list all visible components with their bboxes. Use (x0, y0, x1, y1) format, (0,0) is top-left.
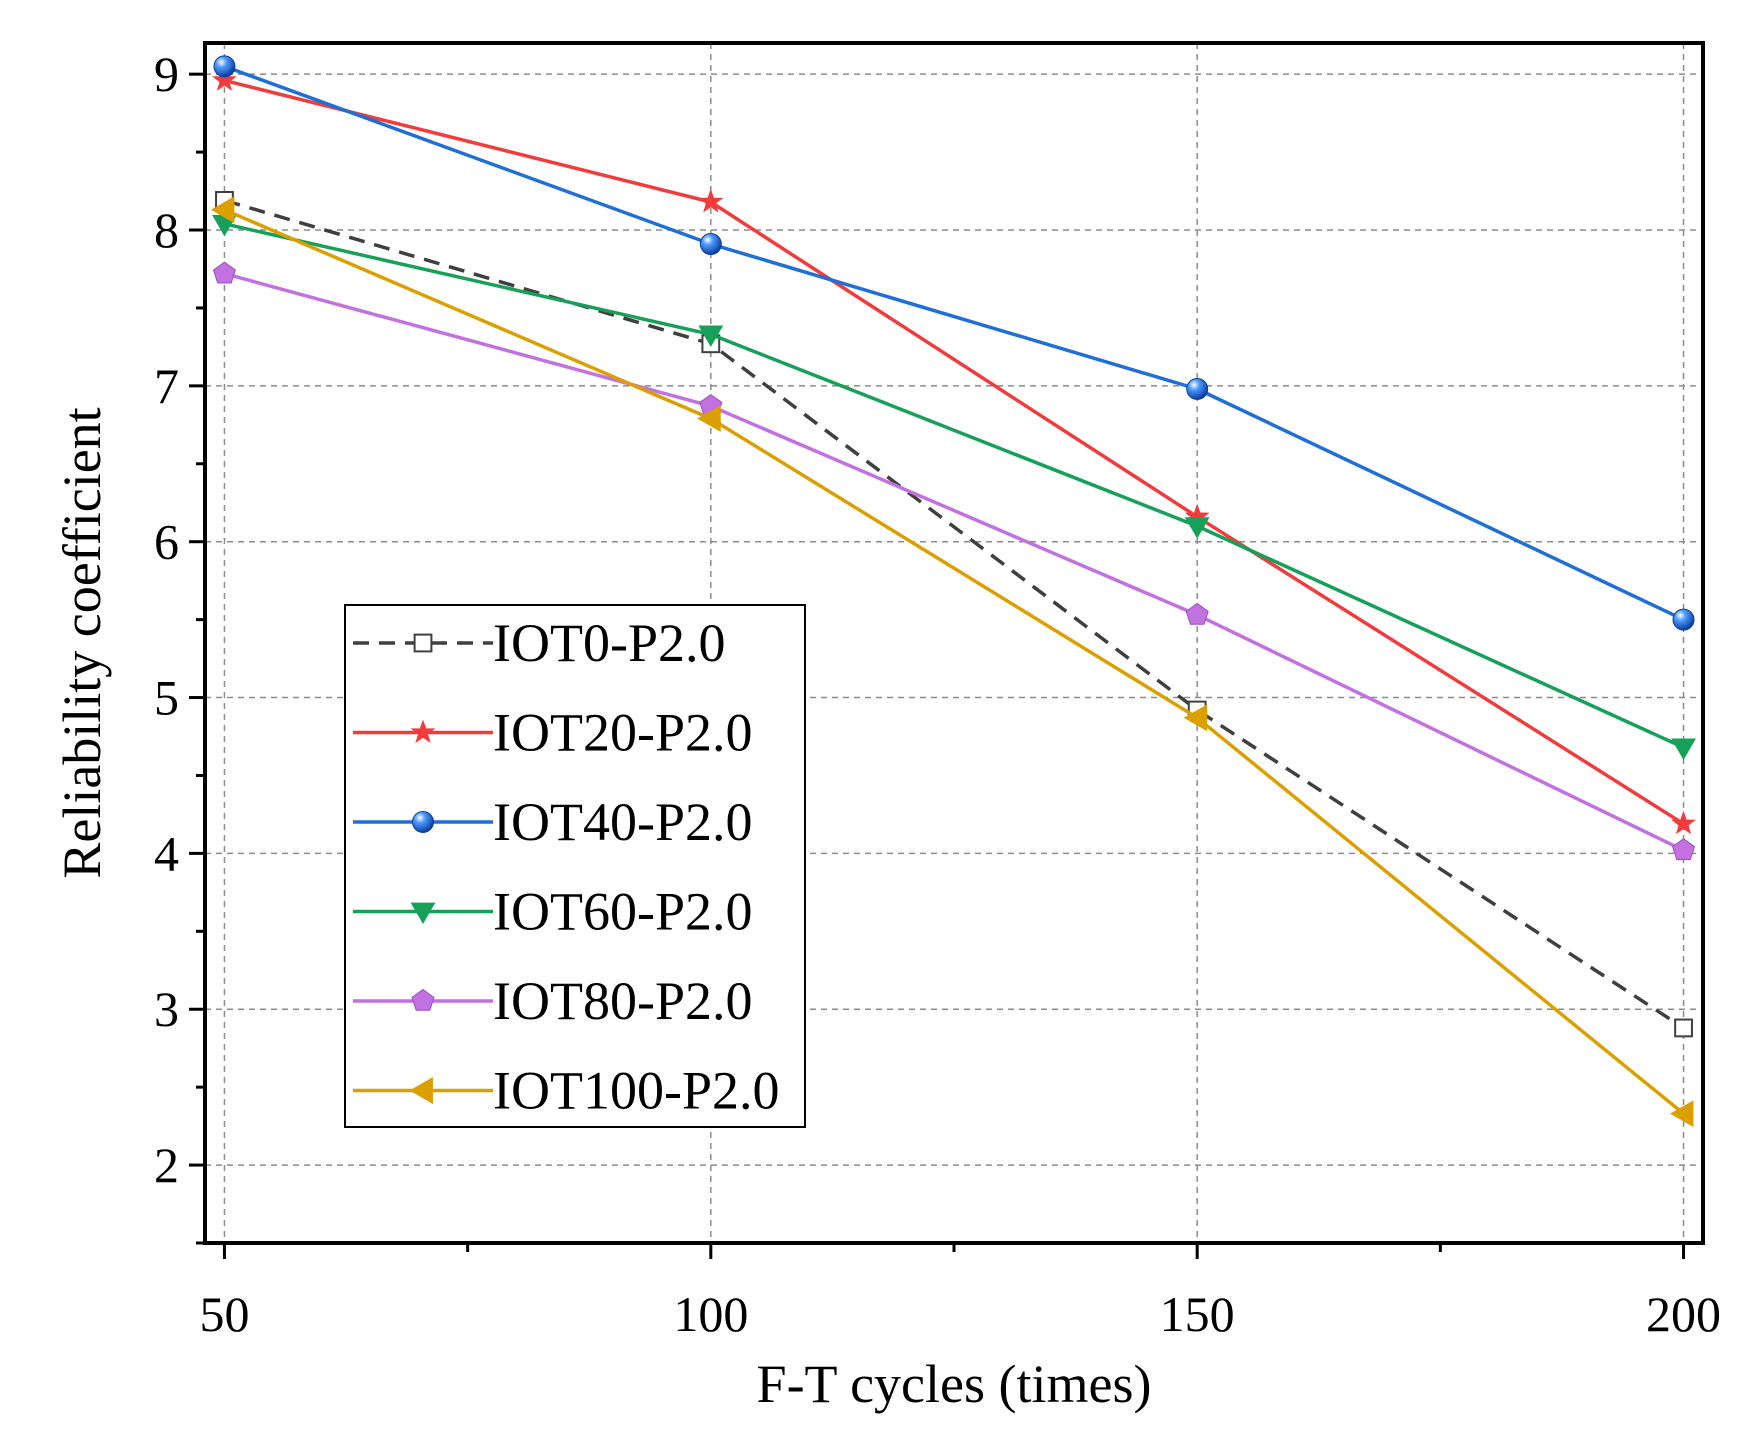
data-point (1674, 1018, 1693, 1038)
data-point (1669, 1100, 1694, 1128)
legend-entry: IOT80-P2.0 (353, 971, 752, 1031)
x-tick-label: 100 (673, 1286, 748, 1342)
legend-marker (412, 811, 434, 833)
legend: IOT0-P2.0 IOT20-P2.0 IOT40-P2.0 IOT60-P2.0 I… (344, 604, 806, 1128)
series-line (223, 64, 1685, 622)
legend-marker (410, 719, 436, 743)
axes: 2 3 4 5 6 7 8 9 50 100 150 200 (154, 46, 1721, 1342)
legend-entry: IOT40-P2.0 (353, 792, 752, 852)
data-point (697, 405, 721, 433)
data-point (1184, 517, 1210, 539)
series-IOT40-P2.0 (213, 55, 1695, 631)
series-IOT20-P2.0 (212, 67, 1696, 835)
series-IOT100-P2.0 (210, 196, 1694, 1128)
x-tick-label: 50 (199, 1286, 249, 1342)
data-point (1183, 704, 1208, 732)
y-tick-label: 3 (154, 981, 179, 1037)
legend-marker (413, 633, 433, 653)
y-tick-label: 5 (154, 670, 179, 726)
data-point (1185, 602, 1209, 625)
legend-label: IOT40-P2.0 (493, 792, 752, 852)
legend-entry: IOT100-P2.0 (353, 1061, 779, 1121)
y-tick-label: 4 (154, 825, 179, 881)
legend-entry: IOT20-P2.0 (353, 703, 752, 763)
data-point (1671, 810, 1696, 835)
series-IOT60-P2.0 (212, 214, 1696, 760)
y-tick-label: 8 (154, 202, 179, 258)
series-line (224, 271, 1685, 852)
series-line (224, 78, 1685, 826)
legend-marker (409, 1077, 433, 1104)
x-axis-label: F-T cycles (times) (757, 1354, 1152, 1414)
data-point (698, 188, 724, 213)
data-point (213, 55, 236, 78)
y-tick-label: 9 (154, 46, 179, 102)
legend-marker (410, 902, 436, 925)
legend-label: IOT80-P2.0 (493, 971, 752, 1031)
data-point (1672, 608, 1695, 631)
y-tick-label: 7 (154, 358, 179, 414)
legend-label: IOT100-P2.0 (493, 1061, 779, 1121)
legend-label: IOT0-P2.0 (493, 613, 725, 673)
data-point (698, 325, 724, 347)
data-point (699, 233, 722, 256)
series-IOT80-P2.0 (212, 261, 1696, 861)
series-line (224, 198, 1685, 1030)
y-tick-label: 2 (154, 1137, 179, 1193)
y-tick-label: 6 (154, 514, 179, 570)
data-point (1671, 738, 1696, 760)
legend-label: IOT60-P2.0 (493, 882, 752, 942)
legend-entry: IOT0-P2.0 (353, 613, 725, 673)
series-line (223, 208, 1685, 1115)
series-layer (210, 55, 1696, 1128)
x-tick-label: 200 (1646, 1286, 1721, 1342)
data-point (212, 261, 236, 284)
data-point (1672, 838, 1696, 861)
legend-label: IOT20-P2.0 (493, 703, 752, 763)
data-point (212, 67, 237, 91)
legend-box (344, 604, 806, 1128)
legend-marker (411, 988, 435, 1011)
x-tick-label: 150 (1160, 1286, 1235, 1342)
data-point (1186, 377, 1209, 400)
series-line (224, 222, 1685, 749)
y-axis-label: Reliability coefficient (52, 407, 112, 878)
legend-entry: IOT60-P2.0 (353, 882, 752, 942)
data-point (210, 196, 235, 224)
